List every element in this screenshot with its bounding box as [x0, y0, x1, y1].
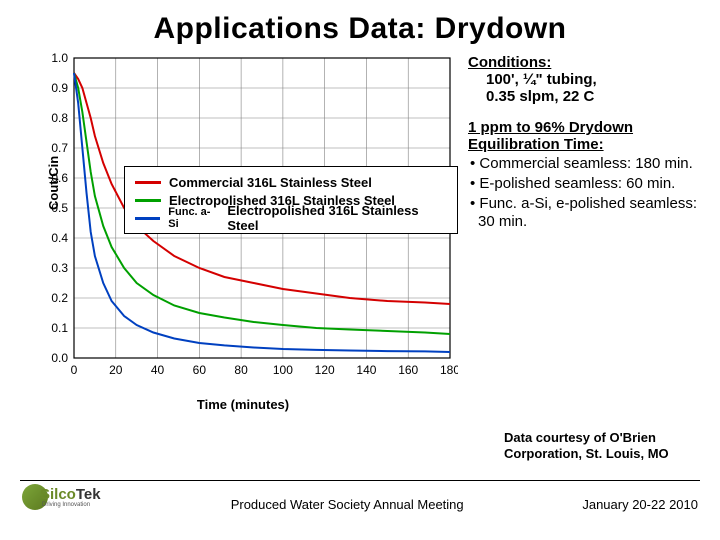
equilibration-item: • Commercial seamless: 180 min. — [468, 155, 706, 173]
footer-divider — [20, 480, 700, 481]
svg-text:0.3: 0.3 — [51, 261, 68, 275]
main-row: Cout/Cin 0 20 40 60 80 100 120 140 160 180 0.0 0.1 0… — [0, 50, 720, 412]
conditions-heading: Conditions: — [468, 54, 706, 71]
equilibration-block: 1 ppm to 96% Drydown Equilibration Time:… — [468, 119, 706, 231]
chart-container: Cout/Cin 0 20 40 60 80 100 120 140 160 180 0.0 0.1 0… — [28, 50, 458, 412]
equilibration-item: • Func. a-Si, e-polished seamless: 30 mi… — [468, 195, 706, 231]
conditions-line-2: 0.35 slpm, 22 C — [468, 88, 706, 105]
footer-date: January 20-22 2010 — [582, 497, 698, 512]
silcotek-logo: SilcoTek Driving Innovation — [22, 484, 112, 512]
page-title: Applications Data: Drydown — [0, 0, 720, 50]
svg-text:0.2: 0.2 — [51, 291, 68, 305]
chart-legend: Commercial 316L Stainless Steel Electropo… — [124, 166, 458, 234]
svg-text:60: 60 — [193, 363, 207, 377]
legend-swatch — [135, 199, 161, 202]
svg-text:80: 80 — [234, 363, 248, 377]
svg-text:1.0: 1.0 — [51, 51, 68, 65]
svg-text:0.0: 0.0 — [51, 351, 68, 365]
equilibration-item: • E-polished seamless: 60 min. — [468, 175, 706, 193]
legend-row: Func. a-SiElectropolished 316L Stainless… — [135, 209, 447, 227]
svg-text:0.8: 0.8 — [51, 111, 68, 125]
svg-text:0.1: 0.1 — [51, 321, 68, 335]
footer: SilcoTek Driving Innovation Produced Wat… — [0, 482, 720, 512]
svg-text:0.4: 0.4 — [51, 231, 68, 245]
conditions-line-1: 100', ¼" tubing, — [468, 71, 706, 88]
svg-text:40: 40 — [151, 363, 165, 377]
svg-text:100: 100 — [273, 363, 293, 377]
svg-text:160: 160 — [398, 363, 418, 377]
y-axis-title: Cout/Cin — [46, 156, 61, 210]
svg-text:0.9: 0.9 — [51, 81, 68, 95]
equilibration-heading: 1 ppm to 96% Drydown Equilibration Time: — [468, 119, 706, 153]
legend-label: Electropolished 316L Stainless Steel — [227, 203, 447, 233]
svg-text:0: 0 — [71, 363, 78, 377]
svg-text:120: 120 — [315, 363, 335, 377]
svg-text:20: 20 — [109, 363, 123, 377]
svg-text:140: 140 — [356, 363, 376, 377]
footer-center-text: Produced Water Society Annual Meeting — [231, 497, 464, 512]
legend-swatch — [135, 217, 160, 220]
svg-text:0.7: 0.7 — [51, 141, 68, 155]
conditions-block: Conditions: 100', ¼" tubing, 0.35 slpm, … — [468, 54, 706, 105]
sidebar: Conditions: 100', ¼" tubing, 0.35 slpm, … — [458, 50, 712, 412]
legend-label: Commercial 316L Stainless Steel — [169, 175, 372, 190]
x-axis-title: Time (minutes) — [28, 397, 458, 412]
legend-swatch — [135, 181, 161, 184]
data-credit: Data courtesy of O'Brien Corporation, St… — [486, 430, 704, 461]
legend-row: Commercial 316L Stainless Steel — [135, 173, 447, 191]
svg-text:180: 180 — [440, 363, 458, 377]
